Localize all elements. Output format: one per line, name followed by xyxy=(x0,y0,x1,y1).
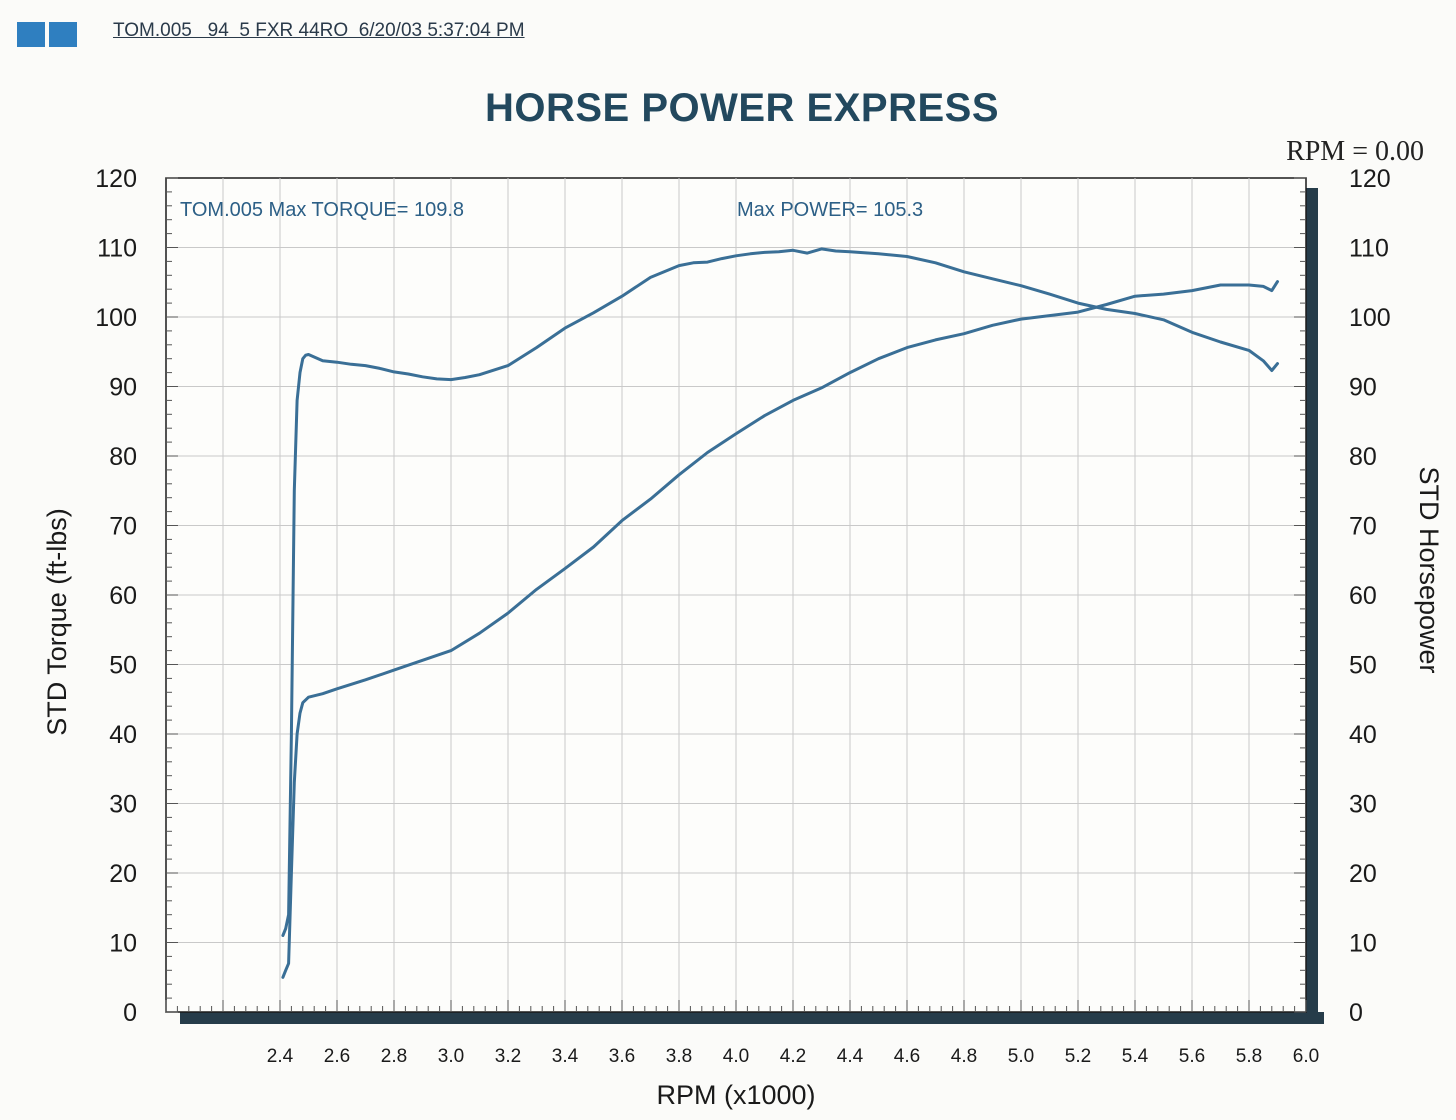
logo xyxy=(17,22,77,47)
y-tick-label: 40 xyxy=(109,721,137,749)
y-axis-title: STD Torque (ft-lbs) xyxy=(42,508,72,736)
torque-curve xyxy=(281,247,1279,937)
x-tick-label: 6.0 xyxy=(1293,1046,1319,1067)
logo-block xyxy=(17,22,45,47)
x-tick-label: 5.4 xyxy=(1122,1046,1149,1067)
y2-tick-label: 100 xyxy=(1349,304,1391,332)
y2-tick-label: 110 xyxy=(1349,235,1389,263)
chart-title: HORSE POWER EXPRESS xyxy=(484,86,1000,130)
y2-tick-label: 70 xyxy=(1349,513,1377,541)
x-tick-label: 4.0 xyxy=(723,1046,749,1067)
frame-shadow-right xyxy=(1306,188,1318,1024)
x-tick-label: 3.8 xyxy=(666,1046,692,1067)
y-tick-label: 100 xyxy=(95,304,137,332)
y2-tick-label: 20 xyxy=(1349,860,1377,888)
x-tick-label: 3.0 xyxy=(438,1046,464,1067)
y-tick-label: 20 xyxy=(109,860,137,888)
x-tick-label: 2.8 xyxy=(381,1046,407,1067)
y2-tick-label: 60 xyxy=(1349,582,1377,610)
y2-tick-label: 40 xyxy=(1349,721,1377,749)
tick-labels: 0 0 10 10 20 20 30 30 40 40 50 50 60 60 70 70 80 80 90 90 10… xyxy=(95,165,1390,1067)
x-tick-label: 4.2 xyxy=(780,1046,806,1067)
y-tick-label: 50 xyxy=(109,652,137,680)
y-tick-label: 120 xyxy=(95,165,137,193)
y2-tick-label: 120 xyxy=(1349,165,1391,193)
series xyxy=(281,247,1279,979)
x-tick-label: 2.6 xyxy=(324,1046,350,1067)
rpm-readout: RPM = 0.00 xyxy=(1286,136,1424,167)
y-tick-label: 80 xyxy=(109,443,137,471)
y-tick-label: 90 xyxy=(109,374,137,402)
horsepower-curve xyxy=(281,280,1279,979)
x-tick-label: 4.8 xyxy=(951,1046,977,1067)
x-tick-label: 5.0 xyxy=(1008,1046,1034,1067)
x-tick-label: 5.6 xyxy=(1179,1046,1205,1067)
y2-axis-title: STD Horsepower xyxy=(1414,466,1444,673)
y2-tick-label: 10 xyxy=(1349,930,1377,958)
y-tick-label: 70 xyxy=(109,513,137,541)
max-torque-annotation: TOM.005 Max TORQUE= 109.8 xyxy=(180,199,464,221)
y-tick-label: 10 xyxy=(109,930,137,958)
y2-tick-label: 0 xyxy=(1349,999,1363,1027)
frame-shadow-bottom xyxy=(180,1012,1324,1024)
run-info-header: TOM.005 94 5 FXR 44RO 6/20/03 5:37:04 PM xyxy=(113,20,525,41)
y-tick-label: 0 xyxy=(123,999,137,1027)
y-tick-label: 60 xyxy=(109,582,137,610)
x-tick-label: 5.2 xyxy=(1065,1046,1091,1067)
y2-tick-label: 80 xyxy=(1349,443,1377,471)
max-power-annotation: Max POWER= 105.3 xyxy=(737,199,923,221)
y2-tick-label: 50 xyxy=(1349,652,1377,680)
x-tick-label: 3.6 xyxy=(609,1046,635,1067)
grid xyxy=(166,178,1306,1012)
x-tick-label: 4.4 xyxy=(837,1046,864,1067)
x-tick-label: 5.8 xyxy=(1236,1046,1262,1067)
x-tick-label: 2.4 xyxy=(267,1046,294,1067)
frame-shadow xyxy=(180,188,1324,1024)
axis-ticks xyxy=(165,177,1307,1013)
y-tick-label: 110 xyxy=(97,235,137,263)
x-tick-label: 3.2 xyxy=(495,1046,521,1067)
x-tick-label: 3.4 xyxy=(552,1046,579,1067)
logo-block xyxy=(49,22,77,47)
y2-tick-label: 30 xyxy=(1349,791,1377,819)
x-axis-title: RPM (x1000) xyxy=(656,1080,815,1110)
x-tick-label: 4.6 xyxy=(894,1046,920,1067)
y2-tick-label: 90 xyxy=(1349,374,1377,402)
y-tick-label: 30 xyxy=(109,791,137,819)
